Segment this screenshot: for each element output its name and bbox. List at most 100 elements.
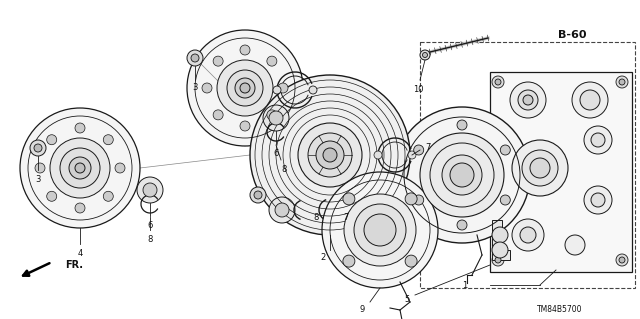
- Circle shape: [103, 191, 113, 201]
- Circle shape: [580, 90, 600, 110]
- Circle shape: [619, 79, 625, 85]
- Circle shape: [616, 76, 628, 88]
- Circle shape: [457, 220, 467, 230]
- Circle shape: [250, 187, 266, 203]
- Circle shape: [217, 60, 273, 116]
- Text: 9: 9: [360, 306, 365, 315]
- Circle shape: [143, 183, 157, 197]
- Circle shape: [495, 79, 501, 85]
- Circle shape: [213, 56, 223, 66]
- Circle shape: [213, 110, 223, 120]
- Circle shape: [374, 151, 382, 159]
- Polygon shape: [492, 220, 510, 260]
- Circle shape: [518, 90, 538, 110]
- Circle shape: [275, 203, 289, 217]
- Circle shape: [187, 30, 303, 146]
- Circle shape: [240, 45, 250, 55]
- Circle shape: [240, 121, 250, 131]
- Text: 3: 3: [35, 175, 41, 184]
- Circle shape: [278, 83, 288, 93]
- Circle shape: [591, 193, 605, 207]
- Circle shape: [523, 95, 533, 105]
- Circle shape: [343, 255, 355, 267]
- Text: 8: 8: [147, 235, 153, 244]
- Circle shape: [584, 186, 612, 214]
- Circle shape: [413, 145, 424, 155]
- Circle shape: [405, 193, 417, 205]
- Circle shape: [512, 140, 568, 196]
- Circle shape: [405, 255, 417, 267]
- Circle shape: [308, 133, 352, 177]
- Text: 2: 2: [321, 254, 326, 263]
- Circle shape: [47, 191, 57, 201]
- Text: 7: 7: [343, 213, 349, 222]
- Text: 8: 8: [282, 166, 287, 174]
- Circle shape: [115, 163, 125, 173]
- Circle shape: [75, 163, 85, 173]
- Circle shape: [572, 82, 608, 118]
- Circle shape: [34, 144, 42, 152]
- Circle shape: [520, 227, 536, 243]
- Circle shape: [75, 123, 85, 133]
- Circle shape: [565, 235, 585, 255]
- Circle shape: [492, 242, 508, 258]
- Circle shape: [584, 126, 612, 154]
- Circle shape: [394, 107, 530, 243]
- Circle shape: [316, 141, 344, 169]
- Circle shape: [240, 83, 250, 93]
- Text: FR.: FR.: [65, 260, 83, 270]
- Circle shape: [20, 108, 140, 228]
- Circle shape: [323, 148, 337, 162]
- Circle shape: [269, 197, 295, 223]
- Circle shape: [500, 145, 510, 155]
- Circle shape: [227, 70, 263, 106]
- Circle shape: [619, 257, 625, 263]
- Circle shape: [50, 138, 110, 198]
- Text: 4: 4: [77, 249, 83, 258]
- Circle shape: [30, 140, 46, 156]
- Circle shape: [343, 193, 355, 205]
- Circle shape: [510, 82, 546, 118]
- Circle shape: [60, 148, 100, 188]
- Circle shape: [267, 110, 277, 120]
- Circle shape: [254, 191, 262, 199]
- Circle shape: [495, 257, 501, 263]
- Circle shape: [250, 75, 410, 235]
- Circle shape: [235, 78, 255, 98]
- Circle shape: [364, 214, 396, 246]
- Circle shape: [442, 155, 482, 195]
- Circle shape: [492, 227, 508, 243]
- Circle shape: [69, 157, 91, 179]
- Bar: [420, 42, 635, 288]
- Text: 7: 7: [426, 144, 431, 152]
- Circle shape: [522, 150, 558, 186]
- Circle shape: [191, 54, 199, 62]
- Circle shape: [591, 133, 605, 147]
- Circle shape: [75, 203, 85, 213]
- Circle shape: [137, 177, 163, 203]
- Circle shape: [263, 105, 289, 131]
- Text: B-60: B-60: [557, 30, 586, 40]
- Circle shape: [35, 163, 45, 173]
- Circle shape: [344, 194, 416, 266]
- Text: 6: 6: [147, 221, 153, 231]
- Circle shape: [420, 133, 504, 217]
- Circle shape: [267, 56, 277, 66]
- Circle shape: [492, 76, 504, 88]
- Circle shape: [273, 86, 281, 94]
- Circle shape: [298, 123, 362, 187]
- Circle shape: [408, 151, 416, 159]
- Text: TM84B5700: TM84B5700: [537, 306, 583, 315]
- Circle shape: [269, 111, 283, 125]
- FancyBboxPatch shape: [490, 72, 632, 272]
- Circle shape: [512, 219, 544, 251]
- Text: 8: 8: [314, 213, 319, 222]
- Text: 5: 5: [404, 295, 410, 305]
- Circle shape: [354, 204, 406, 256]
- Circle shape: [187, 50, 203, 66]
- Circle shape: [422, 53, 428, 57]
- Circle shape: [457, 120, 467, 130]
- Text: 3: 3: [192, 84, 198, 93]
- Circle shape: [47, 135, 57, 145]
- Text: 1: 1: [462, 280, 468, 290]
